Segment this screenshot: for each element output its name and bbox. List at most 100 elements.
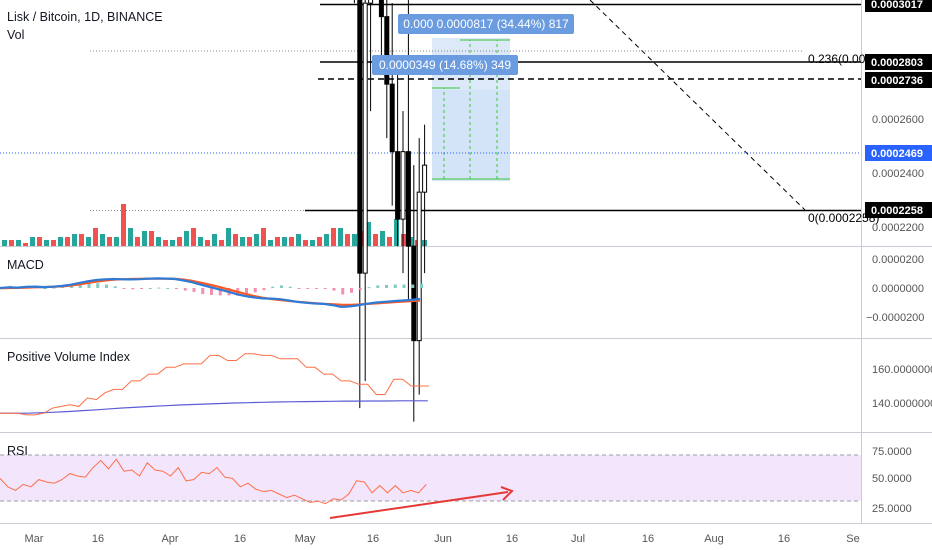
macd-hist-bar	[420, 283, 423, 288]
macd-hist-bar	[166, 288, 170, 289]
volume-label: Vol	[7, 28, 24, 42]
candle-body	[378, 0, 384, 18]
time-label: Jun	[434, 533, 452, 545]
volume-bar	[233, 234, 238, 246]
volume-bar	[198, 237, 203, 246]
volume-bar	[366, 222, 371, 246]
time-label: Jul	[571, 533, 585, 545]
macd-hist-bar	[201, 288, 205, 295]
symbol-title: Lisk / Bitcoin, 1D, BINANCE	[7, 10, 163, 24]
candle-body	[357, 0, 363, 274]
volume-bar	[338, 228, 343, 246]
price-badge: 0.0002803	[865, 54, 932, 70]
macd-hist-bar	[87, 282, 91, 288]
volume-bar	[128, 228, 133, 246]
volume-bar	[170, 240, 175, 246]
volume-bar	[261, 228, 266, 246]
volume-bar	[345, 234, 350, 246]
volume-bar	[177, 237, 182, 246]
volume-bar	[240, 237, 245, 246]
macd-hist-bar	[148, 288, 152, 289]
candle-body	[389, 83, 395, 153]
volume-bar	[247, 237, 252, 246]
rsi-tick: 50.0000	[872, 473, 912, 485]
volume-bar	[191, 228, 196, 246]
candle-body	[368, 0, 374, 4]
macd-title: MACD	[7, 258, 44, 272]
candle-body	[416, 191, 422, 342]
volume-bar	[310, 240, 315, 246]
pvi-ema-line	[0, 400, 428, 414]
macd-hist-bar	[393, 284, 397, 288]
volume-bar	[394, 219, 399, 246]
time-axis: Mar 16 Apr 16 May 16 Jun 16 Jul 16 Aug 1…	[25, 533, 860, 545]
volume-bar	[51, 240, 56, 246]
macd-hist-bar	[210, 288, 213, 295]
time-label: Aug	[704, 533, 724, 545]
macd-hist-bar	[385, 284, 388, 288]
volume-bar	[149, 231, 154, 246]
macd-hist-bar	[306, 288, 310, 289]
macd-hist-bar	[218, 288, 222, 296]
volume-bar	[205, 240, 210, 246]
volume-bar	[212, 234, 217, 246]
volume-bar	[23, 243, 28, 246]
macd-hist-bar	[297, 288, 301, 289]
volume-bar	[156, 237, 161, 246]
candle-body	[405, 151, 411, 247]
macd-hist-bar	[140, 288, 143, 289]
candle-body	[422, 164, 428, 193]
volume-bar	[9, 240, 14, 246]
volume-bar	[100, 234, 105, 246]
volume-bar	[219, 240, 224, 246]
pvi-tick: 140.0000000	[872, 398, 932, 410]
rsi-line	[0, 458, 427, 505]
price-badge: 0.0002736	[865, 72, 932, 88]
rsi-tick: 75.0000	[872, 446, 912, 458]
volume-bar	[142, 231, 147, 246]
macd-hist-bar	[376, 285, 380, 288]
volume-bar	[37, 237, 42, 246]
macd-hist-bar	[113, 286, 117, 288]
trendline-dashed[interactable]	[589, 0, 806, 211]
time-label: Apr	[161, 533, 178, 545]
price-badge-text: 0.0002803	[871, 57, 923, 69]
volume-bar	[184, 231, 189, 246]
macd-hist-bar	[183, 288, 187, 291]
volume-bar	[16, 240, 21, 246]
time-label: Se	[846, 533, 859, 545]
measure-label-lower: 0.0000349 (14.68%) 349	[379, 58, 511, 72]
volume-bar	[303, 240, 308, 246]
candles	[353, 0, 428, 422]
macd-hist-bar	[175, 288, 178, 289]
volume-bar	[282, 237, 287, 246]
macd-hist-bar	[105, 284, 108, 288]
macd-tick: −0.0000200	[866, 312, 924, 324]
macd-line	[0, 277, 421, 309]
volume-bar	[275, 237, 280, 246]
volume-bar	[387, 237, 392, 246]
price-tick: 0.0002400	[872, 168, 924, 180]
volume-bar	[72, 234, 77, 246]
macd-hist-bar	[350, 288, 353, 293]
macd-tick: 0.0000200	[872, 254, 924, 266]
volume-bar	[121, 204, 126, 246]
macd-hist-bar	[367, 287, 371, 289]
volume-bar	[331, 228, 336, 246]
volume-bar	[163, 240, 168, 246]
volume-bar	[93, 228, 98, 246]
volume-bars	[2, 204, 427, 246]
macd-hist-bar	[411, 284, 415, 288]
price-badge-text: 0.0003017	[871, 0, 923, 11]
macd-hist-bar	[122, 288, 126, 289]
pvi-tick: 160.0000000	[872, 364, 932, 376]
macd-hist-bar	[402, 284, 406, 288]
pvi-title: Positive Volume Index	[7, 350, 131, 364]
time-label: 16	[642, 533, 654, 545]
volume-bar	[30, 237, 35, 246]
time-label: 16	[234, 533, 246, 545]
divergence-arrow[interactable]	[329, 491, 509, 519]
volume-bar	[2, 240, 7, 246]
volume-bar	[373, 234, 378, 246]
